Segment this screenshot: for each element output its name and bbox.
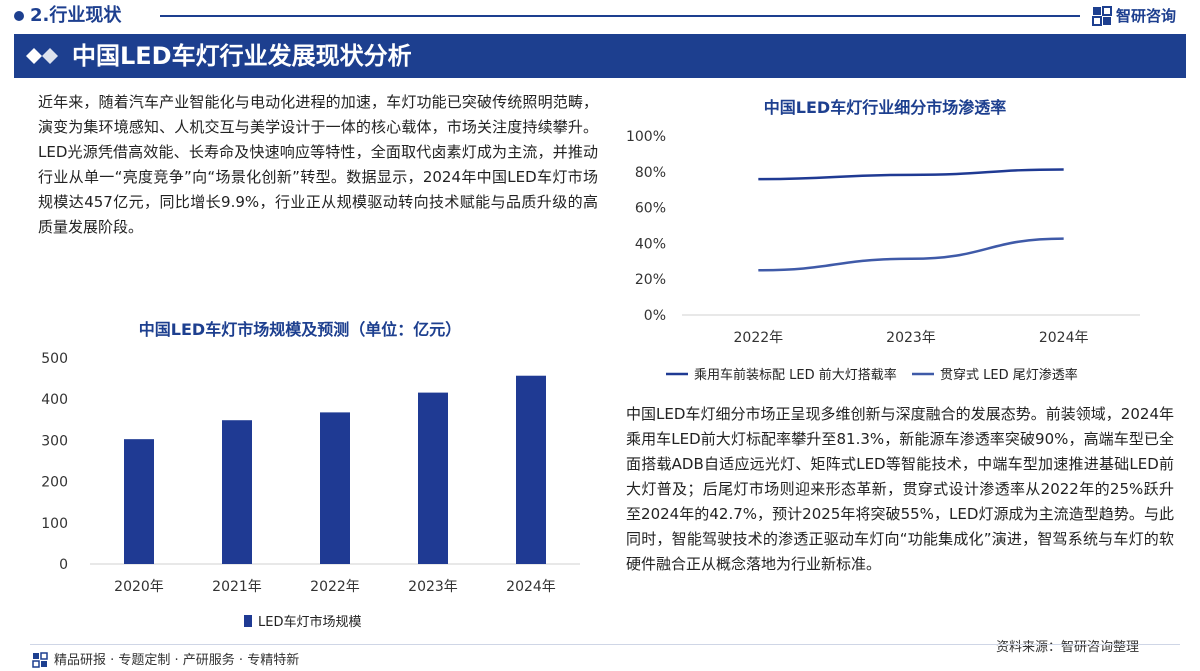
y-tick-label: 80%: [635, 165, 666, 181]
bar: [124, 439, 154, 564]
bar: [320, 412, 350, 564]
x-tick-label: 2022年: [310, 579, 360, 595]
x-tick-label: 2023年: [408, 579, 458, 595]
y-tick-label: 200: [41, 475, 68, 491]
footer-tagline: 精品研报 · 专题定制 · 产研服务 · 专精特新: [54, 653, 300, 668]
intro-paragraph: 近年来，随着汽车产业智能化与电动化进程的加速，车灯功能已突破传统照明范畴，演变为…: [38, 93, 598, 236]
legend-label: 乘用车前装标配 LED 前大灯搭载率: [694, 367, 897, 383]
brand-logo-icon: [1092, 6, 1112, 26]
data-source: 资料来源：智研咨询整理: [996, 640, 1140, 655]
bar: [222, 420, 252, 564]
bar: [516, 375, 546, 564]
brand-name: 智研咨询: [1116, 7, 1177, 25]
analysis-paragraph: 中国LED车灯细分市场正呈现多维创新与深度融合的发展态势。前装领域，2024年乘…: [626, 405, 1174, 573]
y-tick-label: 300: [41, 433, 68, 449]
header-divider: [160, 15, 1080, 17]
y-tick-label: 100%: [626, 129, 666, 145]
top-header: 2.行业现状 智研咨询: [0, 0, 1200, 32]
footer-divider: [30, 644, 1180, 645]
y-tick-label: 20%: [635, 272, 666, 288]
title-banner: 中国LED车灯行业发展现状分析: [14, 34, 1186, 78]
x-tick-label: 2024年: [506, 579, 556, 595]
line-chart-title: 中国LED车灯行业细分市场渗透率: [763, 98, 1007, 117]
y-tick-label: 100: [41, 516, 68, 532]
y-tick-label: 0: [59, 557, 68, 573]
penetration-line-chart: 0% 20% 40% 60% 80% 100% 2022年 2023年 2024年乘用车前装标配…: [626, 129, 1140, 383]
diamond-icon: [26, 48, 58, 64]
page-title: 中国LED车灯行业发展现状分析: [72, 42, 412, 70]
y-tick-label: 40%: [635, 236, 666, 252]
legend-label: LED车灯市场规模: [258, 614, 361, 630]
x-tick-label: 2024年: [1039, 330, 1089, 346]
bullet-dot-icon: [14, 11, 24, 21]
legend-swatch: [244, 615, 252, 627]
legend-label: 贯穿式 LED 尾灯渗透率: [940, 367, 1078, 383]
bar-chart-title: 中国LED车灯市场规模及预测（单位：亿元）: [138, 320, 462, 339]
x-tick-label: 2020年: [114, 579, 164, 595]
brand-logo: 智研咨询: [1092, 5, 1196, 27]
x-tick-label: 2021年: [212, 579, 262, 595]
y-tick-label: 500: [41, 351, 68, 367]
footer-logo-icon: [32, 652, 48, 668]
x-tick-label: 2022年: [734, 330, 784, 346]
x-tick-label: 2023年: [886, 330, 936, 346]
section-label: 2.行业现状: [30, 5, 122, 26]
series-line: [758, 237, 1064, 272]
y-tick-label: 400: [41, 392, 68, 408]
series-line: [758, 168, 1064, 181]
bar: [418, 392, 448, 564]
y-tick-label: 60%: [635, 201, 666, 217]
market-size-bar-chart: 0 100 200 300 400 500 2020年 2021年 2022年 2023年 2024…: [41, 351, 580, 630]
y-tick-label: 0%: [644, 308, 666, 324]
